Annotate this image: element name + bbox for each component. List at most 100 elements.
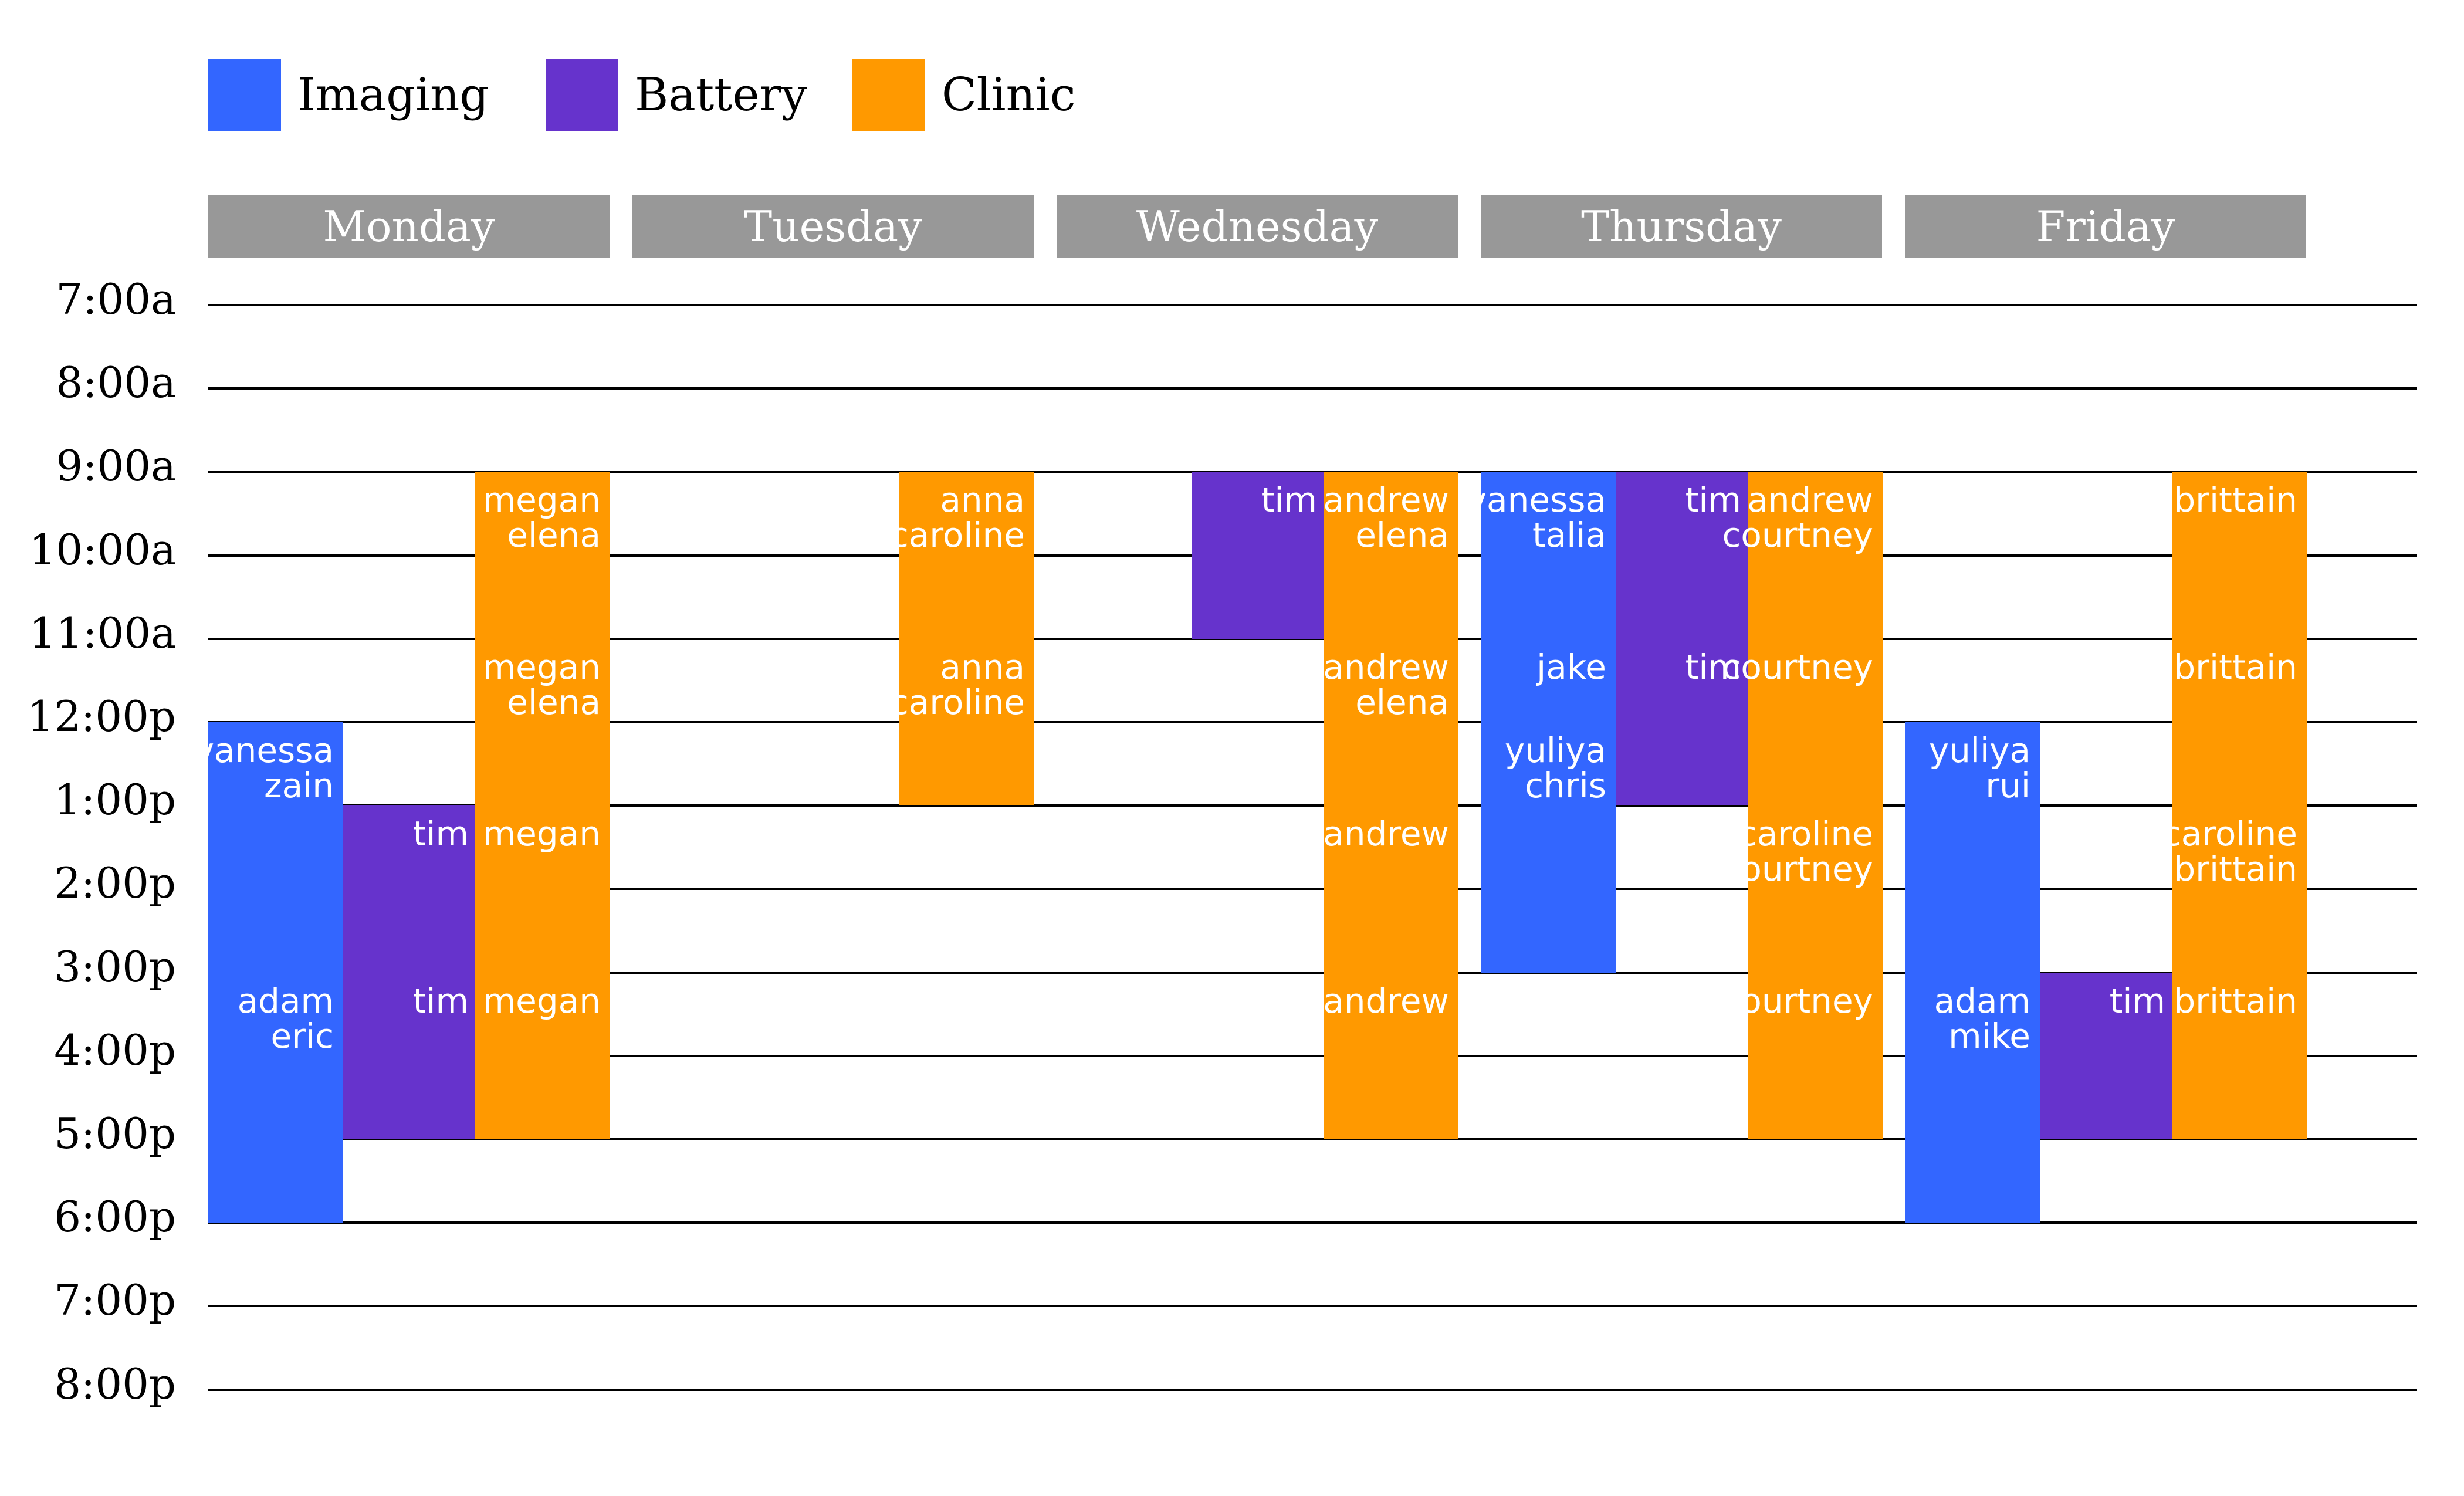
time-label: 5:00p (54, 1109, 176, 1158)
time-label: 4:00p (54, 1025, 176, 1075)
block-people-label: andrew (1323, 814, 1449, 854)
schedule-block-imaging[interactable]: yuliya chris (1481, 722, 1616, 973)
schedule-block-clinic[interactable]: megan (475, 805, 610, 973)
block-people-label: tim (412, 980, 469, 1021)
schedule-block-imaging[interactable]: adam mike (1905, 972, 2040, 1223)
schedule-block-clinic[interactable]: megan elena (475, 638, 610, 806)
block-people-label: courtney (1722, 647, 1874, 687)
block-people-label: courtney (1722, 980, 1874, 1021)
block-people-label: brittain (2174, 480, 2297, 520)
schedule-block-clinic[interactable]: caroline brittain (2162, 805, 2307, 973)
schedule-block-clinic[interactable]: megan elena (475, 472, 610, 639)
schedule-block-clinic[interactable]: brittain (2172, 472, 2307, 639)
gridline (208, 304, 2417, 306)
block-people-label: andrew elena (1323, 647, 1449, 722)
gridline (208, 888, 2417, 891)
schedule-block-battery[interactable]: tim (1192, 472, 1326, 639)
schedule-block-battery[interactable]: tim (1616, 472, 1751, 639)
time-label: 6:00p (54, 1192, 176, 1242)
time-label: 8:00p (54, 1359, 176, 1409)
legend-label-imaging: Imaging (297, 69, 489, 121)
schedule-block-clinic[interactable]: courtney (1722, 638, 1883, 806)
block-people-label: brittain (2174, 980, 2297, 1021)
legend-swatch-battery (546, 59, 618, 131)
schedule-block-clinic[interactable]: caroline courtney (1722, 805, 1883, 973)
legend-swatch-imaging (208, 59, 281, 131)
block-people-label: megan elena (482, 480, 601, 556)
day-header-tuesday: Tuesday (632, 195, 1034, 258)
block-people-label: jake (1536, 647, 1606, 687)
time-label: 7:00p (54, 1275, 176, 1325)
schedule-block-clinic[interactable]: megan (475, 972, 610, 1139)
gridline (208, 804, 2417, 807)
block-people-label: anna caroline (889, 647, 1025, 722)
time-label: 8:00a (56, 358, 176, 408)
block-people-label: vanessa talia (1466, 480, 1606, 556)
gridline (208, 971, 2417, 974)
block-people-label: caroline brittain (2162, 814, 2297, 889)
time-label: 7:00a (56, 275, 176, 324)
block-people-label: andrew courtney (1722, 480, 1874, 556)
block-people-label: caroline courtney (1722, 814, 1874, 889)
schedule-block-clinic[interactable]: andrew (1323, 972, 1458, 1139)
schedule-block-imaging[interactable]: vanessa zain (194, 722, 343, 973)
day-header-friday: Friday (1905, 195, 2306, 258)
schedule-block-clinic[interactable]: courtney (1722, 972, 1883, 1139)
schedule-block-clinic[interactable]: anna caroline (890, 638, 1034, 806)
block-people-label: yuliya chris (1504, 730, 1606, 805)
block-people-label: adam eric (237, 980, 334, 1056)
schedule-block-imaging[interactable]: jake (1481, 638, 1616, 722)
schedule-block-battery[interactable]: tim (2040, 972, 2175, 1139)
block-people-label: tim (1685, 647, 1741, 687)
block-people-label: vanessa zain (194, 730, 334, 805)
schedule-block-clinic[interactable]: andrew elena (1323, 472, 1458, 639)
gridline (208, 1221, 2417, 1224)
block-people-label: megan (482, 980, 601, 1021)
schedule-block-imaging[interactable]: yuliya rui (1905, 722, 2040, 973)
gridline (208, 1054, 2417, 1057)
block-people-label: tim (412, 814, 469, 854)
time-label: 9:00a (56, 441, 176, 491)
block-people-label: yuliya rui (1928, 730, 2030, 805)
day-header-thursday: Thursday (1481, 195, 1882, 258)
gridline (208, 1138, 2417, 1140)
time-label: 3:00p (54, 942, 176, 991)
schedule-block-battery[interactable]: tim (343, 972, 478, 1139)
block-people-label: tim (2109, 980, 2165, 1021)
day-header-wednesday: Wednesday (1057, 195, 1458, 258)
schedule-block-imaging[interactable]: vanessa talia (1467, 472, 1616, 639)
time-label: 12:00p (27, 692, 176, 741)
schedule-block-clinic[interactable]: andrew (1323, 805, 1458, 973)
time-label: 10:00a (29, 524, 176, 574)
gridline (208, 1388, 2417, 1391)
gridline (208, 637, 2417, 640)
time-label: 11:00a (29, 608, 176, 658)
block-people-label: megan (482, 814, 601, 854)
gridline (208, 721, 2417, 723)
block-people-label: adam mike (1934, 980, 2030, 1056)
gridline (208, 1305, 2417, 1308)
block-people-label: tim (1685, 480, 1741, 520)
schedule-block-clinic[interactable]: andrew elena (1323, 638, 1458, 806)
time-label: 2:00p (54, 858, 176, 908)
block-people-label: andrew (1323, 980, 1449, 1021)
legend-label-clinic: Clinic (942, 69, 1076, 121)
schedule-block-battery[interactable]: tim (343, 805, 478, 973)
block-people-label: andrew elena (1323, 480, 1449, 556)
schedule-block-clinic[interactable]: andrew courtney (1722, 472, 1883, 639)
schedule-block-battery[interactable]: tim (1616, 638, 1751, 806)
schedule-block-clinic[interactable]: brittain (2172, 972, 2307, 1139)
schedule-block-imaging[interactable]: adam eric (208, 972, 343, 1223)
schedule-block-clinic[interactable]: brittain (2172, 638, 2307, 806)
legend-label-battery: Battery (635, 69, 808, 121)
block-people-label: megan elena (482, 647, 601, 722)
day-header-monday: Monday (208, 195, 610, 258)
block-people-label: anna caroline (889, 480, 1025, 556)
gridline (208, 387, 2417, 390)
block-people-label: tim (1261, 480, 1317, 520)
legend-swatch-clinic (852, 59, 925, 131)
schedule-block-clinic[interactable]: anna caroline (890, 472, 1034, 639)
block-people-label: brittain (2174, 647, 2297, 687)
time-label: 1:00p (54, 775, 176, 825)
